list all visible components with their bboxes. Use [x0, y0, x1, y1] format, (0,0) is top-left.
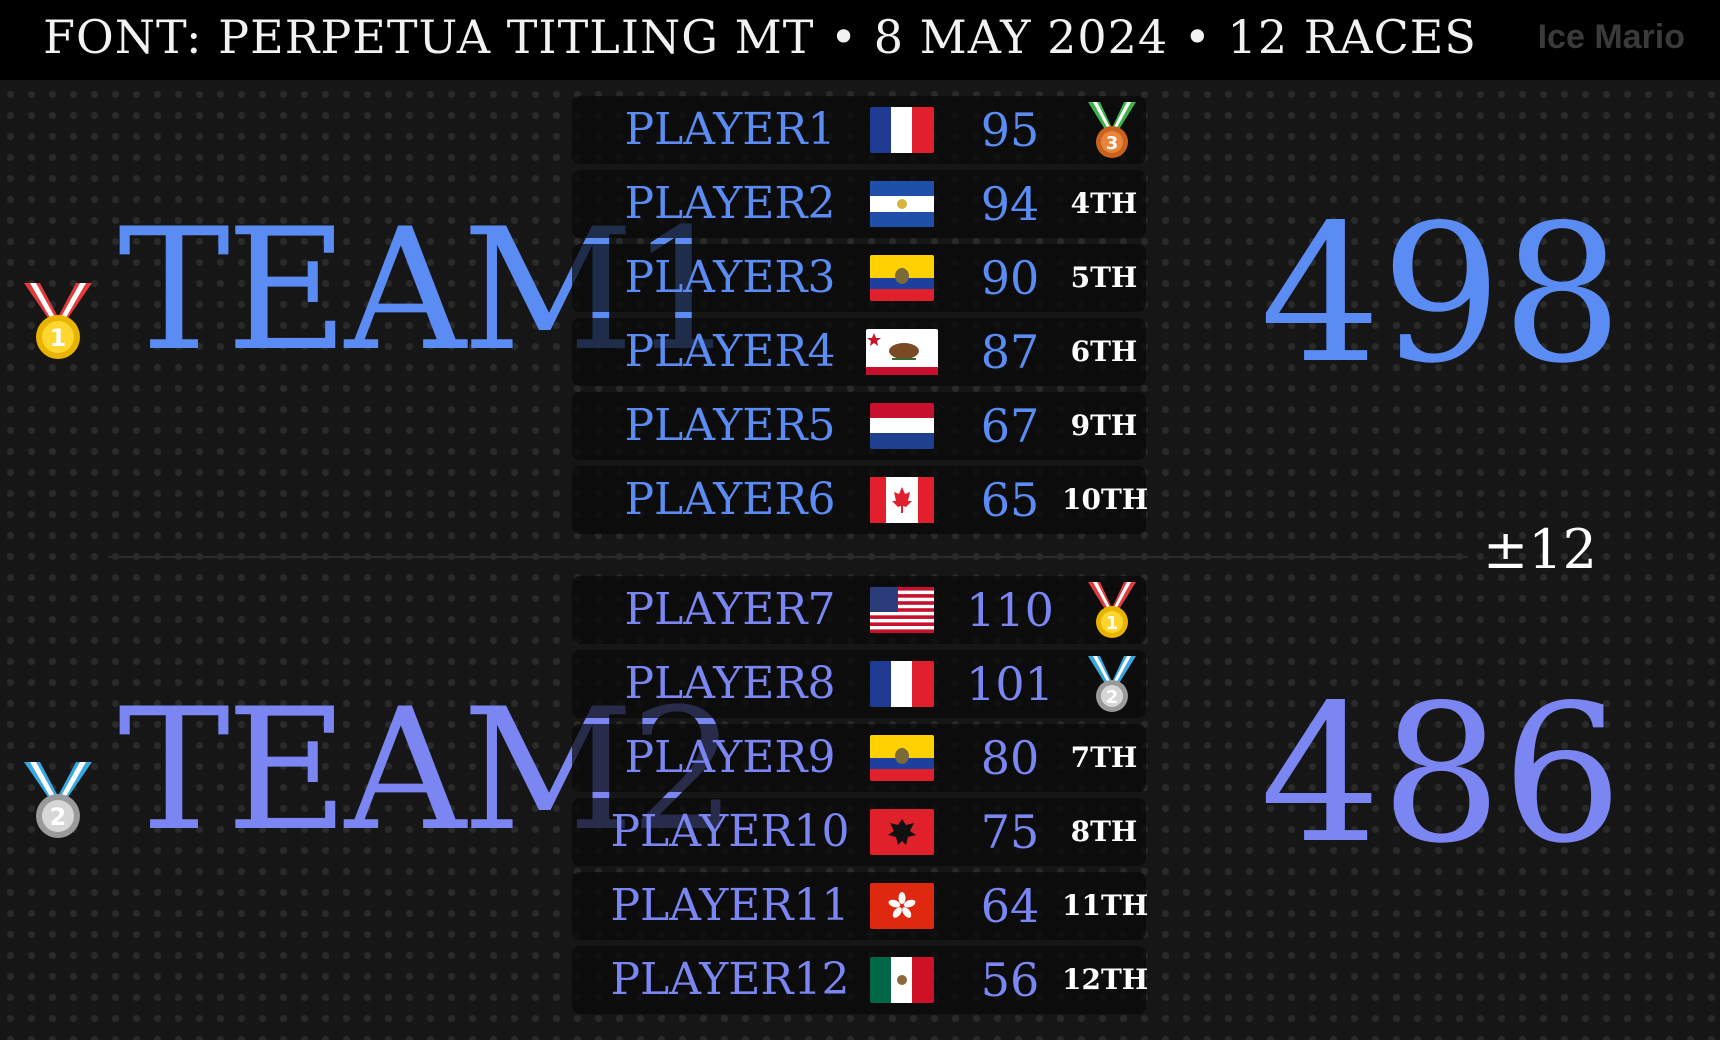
team-divider	[108, 556, 1468, 558]
player-name: PLAYER2	[624, 178, 836, 229]
team-2-score: 486	[1260, 664, 1623, 885]
mexico-flag-icon	[870, 957, 934, 1003]
header-bar: FONT: PERPETUA TITLING MT • 8 MAY 2024 •…	[0, 0, 1720, 80]
player-name: PLAYER4	[624, 326, 836, 377]
player-row: PLAYER1 95 3	[572, 96, 1146, 164]
player-row: PLAYER8 101 2	[572, 650, 1146, 718]
player-score: 90	[980, 251, 1040, 305]
svg-text:1: 1	[1106, 613, 1119, 634]
hong-kong-flag-icon	[870, 883, 934, 929]
player-name: PLAYER7	[624, 584, 836, 635]
gold-medal-icon: 1	[1082, 580, 1142, 640]
team-1-player-list: PLAYER1 95 3 PLAYER2	[572, 96, 1149, 540]
player-row: PLAYER5 67 9TH	[572, 392, 1146, 460]
player-score: 87	[980, 325, 1040, 379]
player-row: PLAYER4 87 6TH	[572, 318, 1146, 386]
silver-medal-icon: 2	[20, 760, 96, 840]
team-2-player-list: PLAYER7 110	[572, 576, 1149, 1020]
canada-flag-icon	[870, 477, 934, 523]
player-score: 64	[980, 879, 1040, 933]
place-label: 5TH	[1070, 261, 1138, 294]
france-flag-icon	[870, 107, 934, 153]
place-label: 4TH	[1070, 187, 1138, 220]
svg-text:2: 2	[50, 803, 67, 831]
place-label: 7TH	[1070, 741, 1138, 774]
player-name: PLAYER8	[624, 658, 836, 709]
player-score: 94	[980, 177, 1040, 231]
player-row: PLAYER12 56 12TH	[572, 946, 1149, 1014]
usa-flag-icon	[870, 587, 934, 633]
player-name: PLAYER12	[610, 954, 850, 1005]
player-row: PLAYER11 64 11TH	[572, 872, 1149, 940]
player-name: PLAYER6	[624, 474, 836, 525]
svg-text:1: 1	[50, 324, 67, 352]
player-name: PLAYER3	[624, 252, 836, 303]
ecuador-flag-icon	[870, 735, 934, 781]
player-name: PLAYER9	[624, 732, 836, 783]
place-label: 9TH	[1070, 409, 1138, 442]
player-score: 65	[980, 473, 1040, 527]
player-row: PLAYER7 110	[572, 576, 1146, 644]
player-name: PLAYER10	[610, 806, 850, 857]
player-row: PLAYER6 65 10TH	[572, 466, 1149, 534]
albania-flag-icon	[870, 809, 934, 855]
gold-medal-icon: 1	[20, 281, 96, 361]
player-score: 101	[966, 657, 1054, 711]
netherlands-flag-icon	[870, 403, 934, 449]
svg-text:2: 2	[1106, 687, 1119, 708]
player-score: 75	[980, 805, 1040, 859]
team-1-score: 498	[1260, 184, 1623, 405]
player-score: 110	[966, 583, 1054, 637]
bronze-medal-icon: 3	[1082, 100, 1142, 160]
player-score: 67	[980, 399, 1040, 453]
score-difference: ±12	[1483, 518, 1597, 581]
place-label: 12TH	[1062, 963, 1149, 996]
player-row: PLAYER3 90 5TH	[572, 244, 1146, 312]
el-salvador-flag-icon	[870, 181, 934, 227]
player-row: PLAYER10 75 8TH	[572, 798, 1146, 866]
player-score: 95	[980, 103, 1040, 157]
california-flag-icon	[866, 329, 938, 375]
header-title: FONT: PERPETUA TITLING MT • 8 MAY 2024 •…	[43, 10, 1477, 64]
place-label: 6TH	[1070, 335, 1138, 368]
place-label: 11TH	[1062, 889, 1149, 922]
player-row: PLAYER9 80 7TH	[572, 724, 1146, 792]
place-label: 10TH	[1062, 483, 1149, 516]
svg-text:3: 3	[1106, 133, 1119, 154]
ecuador-flag-icon	[870, 255, 934, 301]
watermark: Ice Mario	[1537, 18, 1685, 56]
player-row: PLAYER2 94 4TH	[572, 170, 1146, 238]
player-name: PLAYER11	[610, 880, 850, 931]
france-flag-icon	[870, 661, 934, 707]
player-score: 56	[980, 953, 1040, 1007]
silver-medal-icon: 2	[1082, 654, 1142, 714]
player-name: PLAYER1	[624, 104, 836, 155]
player-score: 80	[980, 731, 1040, 785]
place-label: 8TH	[1070, 815, 1138, 848]
player-name: PLAYER5	[624, 400, 836, 451]
